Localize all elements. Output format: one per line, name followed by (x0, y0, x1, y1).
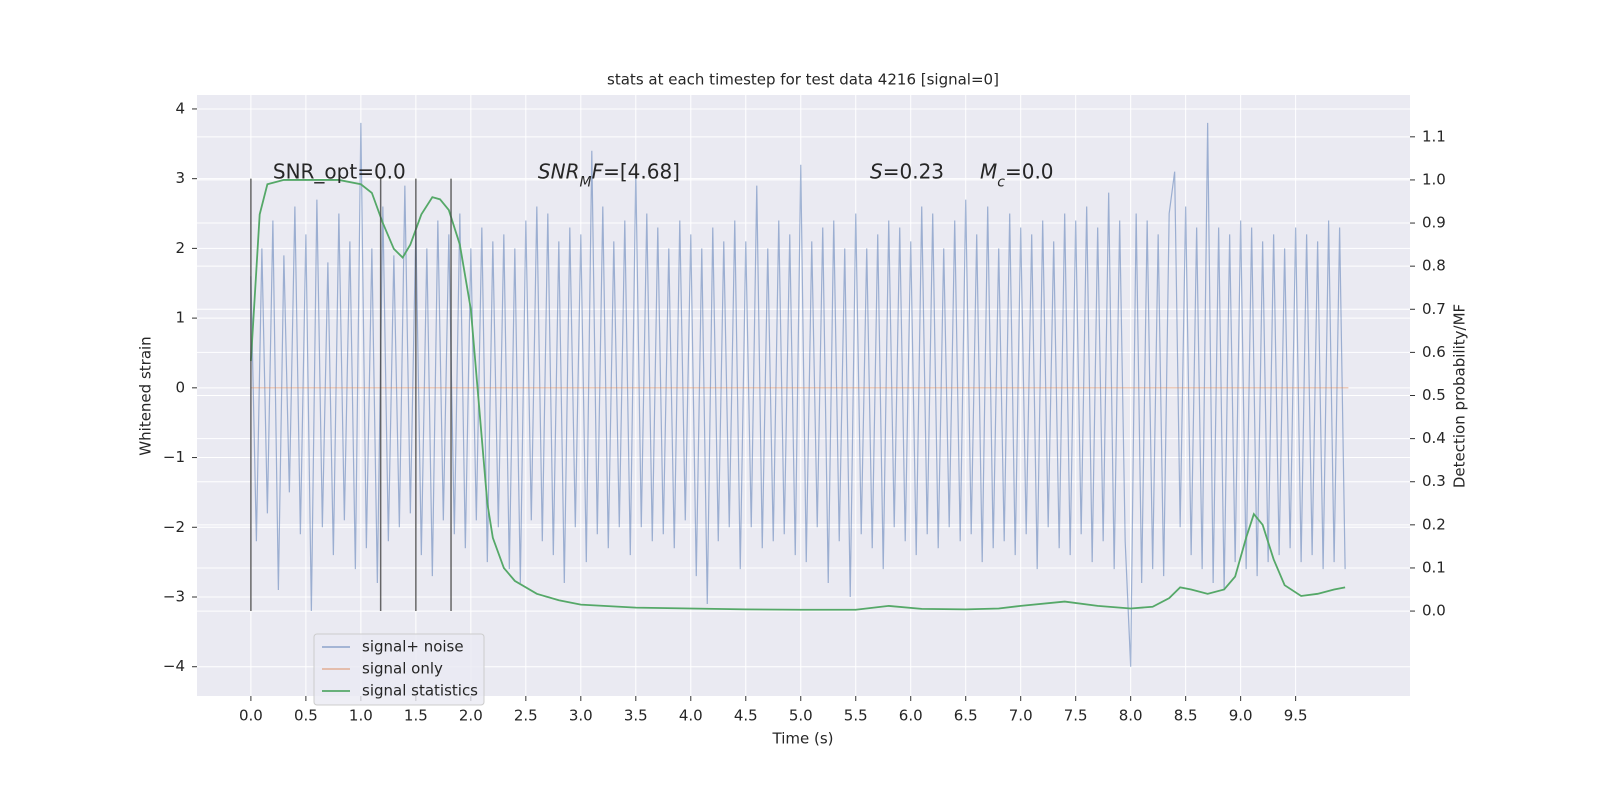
x-tick-label: 0.5 (294, 707, 318, 725)
x-tick-label: 9.0 (1229, 707, 1253, 725)
annotation: SNRMF=[4.68] (538, 160, 680, 191)
annotation: S=0.23 (870, 160, 944, 184)
annotation-part: SNR_opt=0.0 (273, 160, 406, 184)
y2-tick-label: 0.3 (1422, 472, 1446, 490)
x-tick-label: 6.0 (899, 707, 923, 725)
y2-tick-label: 0.6 (1422, 343, 1446, 361)
y2-tick-label: 0.0 (1422, 602, 1446, 620)
x-tick-label: 3.0 (569, 707, 593, 725)
chart-title: stats at each timestep for test data 421… (607, 71, 999, 89)
y-tick-label: 2 (175, 239, 185, 257)
annotation: SNR_opt=0.0 (273, 160, 406, 184)
legend-label: signal+ noise (362, 638, 464, 656)
annotation-part: M (980, 160, 997, 184)
x-tick-label: 9.5 (1284, 707, 1308, 725)
annotation-part: SNR (538, 160, 580, 184)
y-axis-label: Whitened strain (137, 336, 155, 455)
x-tick-label: 8.5 (1174, 707, 1198, 725)
y-tick-label: −1 (163, 448, 185, 466)
annotation-part: =0.23 (883, 160, 944, 184)
x-tick-label: 1.5 (404, 707, 428, 725)
annotation-part: =0.0 (1005, 160, 1054, 184)
y2-tick-label: 0.1 (1422, 558, 1446, 576)
y2-tick-label: 0.8 (1422, 257, 1446, 275)
annotation-part: c (997, 175, 1005, 191)
y2-tick-label: 0.5 (1422, 386, 1446, 404)
annotation: Mc=0.0 (980, 160, 1054, 191)
x-tick-label: 7.5 (1064, 707, 1088, 725)
x-axis-label: Time (s) (772, 730, 834, 748)
y2-tick-label: 0.9 (1422, 214, 1446, 232)
annotation-part: =[4.68] (603, 160, 680, 184)
y2-tick-label: 1.0 (1422, 170, 1446, 188)
legend-box (313, 633, 485, 706)
y2-tick-label: 0.7 (1422, 300, 1446, 318)
annotation-part: S (870, 160, 883, 184)
x-tick-label: 2.5 (514, 707, 538, 725)
x-tick-label: 7.0 (1009, 707, 1033, 725)
y2-tick-label: 0.2 (1422, 515, 1446, 533)
x-tick-label: 8.0 (1119, 707, 1143, 725)
series-line (250, 122, 1346, 667)
x-tick-label: 6.5 (954, 707, 978, 725)
y-tick-label: 1 (175, 309, 185, 327)
y2-axis-label: Detection probability/MF (1451, 304, 1469, 488)
y-tick-label: −2 (163, 518, 185, 536)
x-tick-label: 1.0 (349, 707, 373, 725)
y-tick-label: 0 (175, 378, 185, 396)
x-tick-label: 0.0 (239, 707, 263, 725)
x-tick-label: 5.0 (789, 707, 813, 725)
legend-label: signal statistics (362, 682, 478, 700)
y2-tick-label: 0.4 (1422, 429, 1446, 447)
x-tick-label: 2.0 (459, 707, 483, 725)
x-tick-label: 4.0 (679, 707, 703, 725)
annotation-part: F (592, 160, 604, 184)
x-tick-label: 4.5 (734, 707, 758, 725)
y-tick-label: −3 (163, 587, 185, 605)
y-tick-label: 4 (175, 99, 185, 117)
x-tick-label: 5.5 (844, 707, 868, 725)
annotation-part: M (579, 175, 591, 191)
legend-label: signal only (362, 660, 443, 678)
y-tick-label: 3 (175, 169, 185, 187)
y-tick-label: −4 (163, 657, 185, 675)
y2-tick-label: 1.1 (1422, 127, 1446, 145)
x-tick-label: 3.5 (624, 707, 648, 725)
series-line (249, 179, 1346, 611)
